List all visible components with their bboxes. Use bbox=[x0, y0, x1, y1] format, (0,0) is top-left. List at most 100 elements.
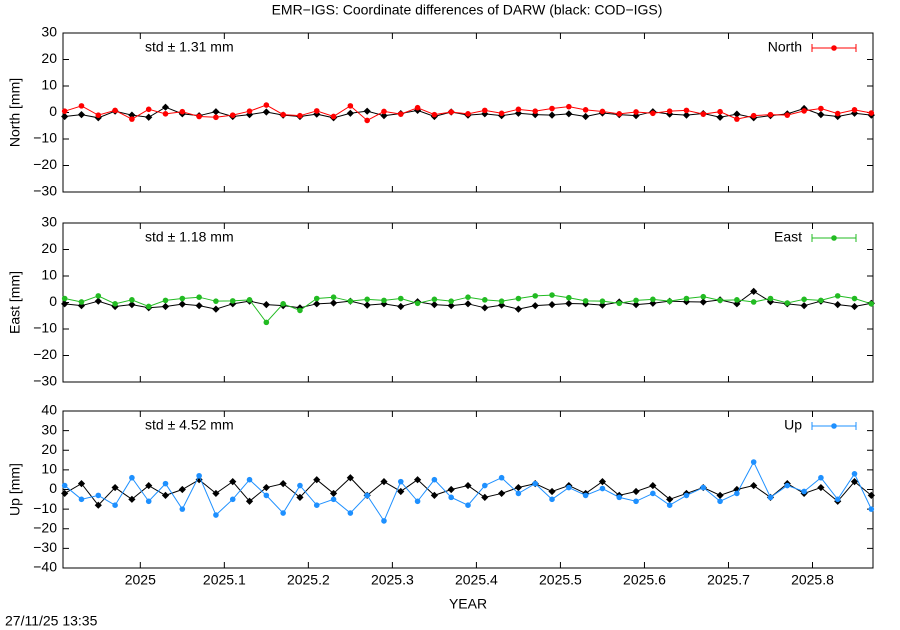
data-point bbox=[599, 298, 606, 304]
data-point bbox=[330, 294, 337, 301]
data-point bbox=[734, 490, 740, 497]
data-point bbox=[750, 459, 757, 465]
data-point bbox=[313, 300, 321, 308]
data-point bbox=[178, 300, 186, 308]
data-point bbox=[196, 294, 202, 301]
data-point bbox=[431, 476, 438, 483]
data-point bbox=[566, 103, 572, 110]
x-tick-label: 2025.8 bbox=[791, 572, 834, 588]
data-point bbox=[850, 302, 859, 311]
data-point bbox=[162, 297, 169, 304]
data-point bbox=[346, 109, 354, 117]
data-point bbox=[313, 108, 320, 114]
data-point bbox=[78, 299, 85, 305]
legend-swatch bbox=[831, 235, 837, 241]
data-point bbox=[834, 110, 841, 117]
data-point bbox=[329, 489, 338, 498]
y-tick-label: 20 bbox=[41, 240, 57, 256]
y-axis-label: North [mm] bbox=[7, 78, 23, 147]
data-point bbox=[363, 301, 371, 309]
data-point bbox=[750, 287, 758, 295]
data-point bbox=[77, 111, 86, 119]
legend-swatch bbox=[831, 45, 837, 51]
data-point bbox=[94, 297, 102, 305]
y-tick-label: 30 bbox=[41, 421, 57, 437]
data-point bbox=[229, 112, 236, 118]
data-point bbox=[700, 484, 707, 491]
data-point bbox=[817, 111, 825, 119]
data-point bbox=[229, 496, 236, 503]
data-point bbox=[129, 116, 135, 122]
data-point bbox=[61, 108, 68, 114]
data-point bbox=[850, 109, 859, 117]
data-point bbox=[632, 301, 640, 309]
data-point bbox=[818, 474, 824, 481]
y-tick-label: −10 bbox=[33, 320, 57, 336]
data-point bbox=[280, 111, 286, 118]
data-point bbox=[381, 297, 387, 304]
data-point bbox=[431, 111, 438, 118]
data-point bbox=[582, 492, 589, 499]
data-point bbox=[548, 301, 556, 309]
data-point bbox=[717, 297, 723, 304]
data-point bbox=[196, 113, 202, 120]
y-tick-label: −20 bbox=[33, 156, 57, 172]
data-point bbox=[582, 107, 589, 113]
data-point bbox=[61, 300, 69, 308]
x-tick-label: 2025.4 bbox=[455, 572, 498, 588]
data-point bbox=[717, 498, 723, 505]
x-tick-label: 2025.3 bbox=[371, 572, 414, 588]
data-point bbox=[78, 103, 85, 109]
data-point bbox=[212, 489, 220, 498]
data-point bbox=[363, 107, 371, 115]
std-annotation: std ± 1.31 mm bbox=[145, 39, 234, 55]
data-point bbox=[632, 487, 640, 496]
data-point bbox=[514, 305, 523, 313]
data-point bbox=[733, 110, 741, 118]
data-point bbox=[179, 108, 186, 115]
data-point bbox=[413, 476, 422, 484]
data-point bbox=[834, 293, 841, 299]
data-point bbox=[699, 298, 707, 306]
data-point bbox=[296, 493, 304, 501]
data-point bbox=[414, 498, 421, 505]
data-point bbox=[179, 506, 186, 512]
footer-timestamp: 27/11/25 13:35 bbox=[5, 613, 98, 629]
data-point bbox=[347, 103, 354, 109]
data-point bbox=[280, 510, 286, 516]
data-point bbox=[818, 297, 824, 304]
data-point bbox=[145, 498, 152, 505]
y-tick-label: 30 bbox=[41, 24, 57, 40]
std-annotation: std ± 1.18 mm bbox=[145, 229, 234, 245]
data-point bbox=[498, 301, 506, 309]
data-point bbox=[229, 300, 237, 308]
data-point bbox=[633, 498, 639, 505]
y-tick-label: −20 bbox=[33, 519, 57, 535]
data-point bbox=[431, 296, 438, 303]
data-point bbox=[161, 103, 170, 111]
data-point bbox=[94, 501, 102, 509]
data-point bbox=[683, 492, 690, 499]
y-tick-label: −10 bbox=[33, 500, 57, 516]
data-point bbox=[128, 495, 136, 503]
data-point bbox=[162, 111, 169, 117]
y-tick-label: −10 bbox=[33, 130, 57, 146]
data-point bbox=[297, 482, 303, 489]
x-tick-label: 2025.7 bbox=[707, 572, 750, 588]
data-point bbox=[498, 489, 506, 498]
y-tick-label: 10 bbox=[41, 267, 57, 283]
data-point bbox=[532, 108, 539, 114]
data-point bbox=[784, 482, 791, 489]
data-point bbox=[599, 108, 606, 115]
x-axis-label: YEAR bbox=[449, 596, 487, 612]
data-point bbox=[397, 111, 404, 117]
data-point bbox=[447, 302, 455, 310]
data-point bbox=[297, 112, 303, 119]
data-point bbox=[650, 490, 656, 497]
data-point bbox=[582, 300, 590, 308]
data-point bbox=[380, 112, 388, 120]
data-point bbox=[145, 303, 152, 310]
data-point bbox=[262, 483, 270, 492]
data-point bbox=[112, 301, 118, 307]
data-point bbox=[212, 305, 220, 313]
